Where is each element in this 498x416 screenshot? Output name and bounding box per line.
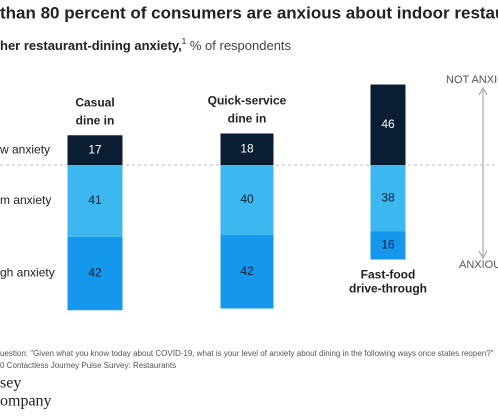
- value-label: 38: [381, 190, 395, 204]
- logo: ompany: [0, 393, 52, 410]
- value-label: 42: [88, 266, 102, 280]
- value-label: 16: [381, 238, 395, 252]
- bar-segment: [220, 235, 274, 309]
- value-label: 17: [88, 142, 102, 156]
- logo: sey: [0, 375, 21, 392]
- bar-segment: [370, 231, 406, 260]
- bar-segment: [67, 165, 123, 237]
- bar-segment: [67, 236, 123, 311]
- arrow-heads: [478, 86, 488, 260]
- category-label: dine in: [228, 112, 267, 126]
- footnote-mark: 1: [182, 37, 187, 46]
- axis-top-label: NOT ANXIO: [446, 74, 498, 86]
- series-label: m anxiety: [0, 193, 51, 207]
- footnote: uestion: "Given what you know today abou…: [0, 349, 494, 358]
- source: 0 Contactless Journey Pulse Survey: Rest…: [0, 361, 176, 370]
- value-label: 46: [381, 117, 395, 131]
- axis-bottom-label: ANXIOU: [459, 259, 498, 271]
- chart-title: than 80 percent of consumers are anxious…: [0, 3, 498, 22]
- category-label: Quick-service: [208, 94, 287, 108]
- bar-segment: [220, 165, 274, 235]
- series-label: w anxiety: [0, 142, 50, 156]
- bar-segment: [370, 84, 406, 165]
- bar-segment: [370, 165, 406, 232]
- value-label: 41: [88, 193, 102, 207]
- subtitle-bold: her restaurant-dining anxiety,: [0, 38, 182, 53]
- chart-subtitle: her restaurant-dining anxiety,1 % of res…: [0, 37, 292, 53]
- series-label: gh anxiety: [0, 266, 55, 280]
- value-label: 42: [240, 264, 254, 278]
- value-label: 40: [240, 192, 254, 206]
- bar-segment: [67, 135, 123, 165]
- category-label: Casual: [75, 95, 114, 109]
- bar-segment: [220, 133, 274, 165]
- category-label: Fast-food: [361, 268, 416, 282]
- category-label: dine in: [76, 113, 115, 127]
- value-label: 18: [240, 141, 254, 155]
- subtitle-rest: % of respondents: [186, 38, 291, 53]
- category-label: drive-through: [349, 282, 427, 296]
